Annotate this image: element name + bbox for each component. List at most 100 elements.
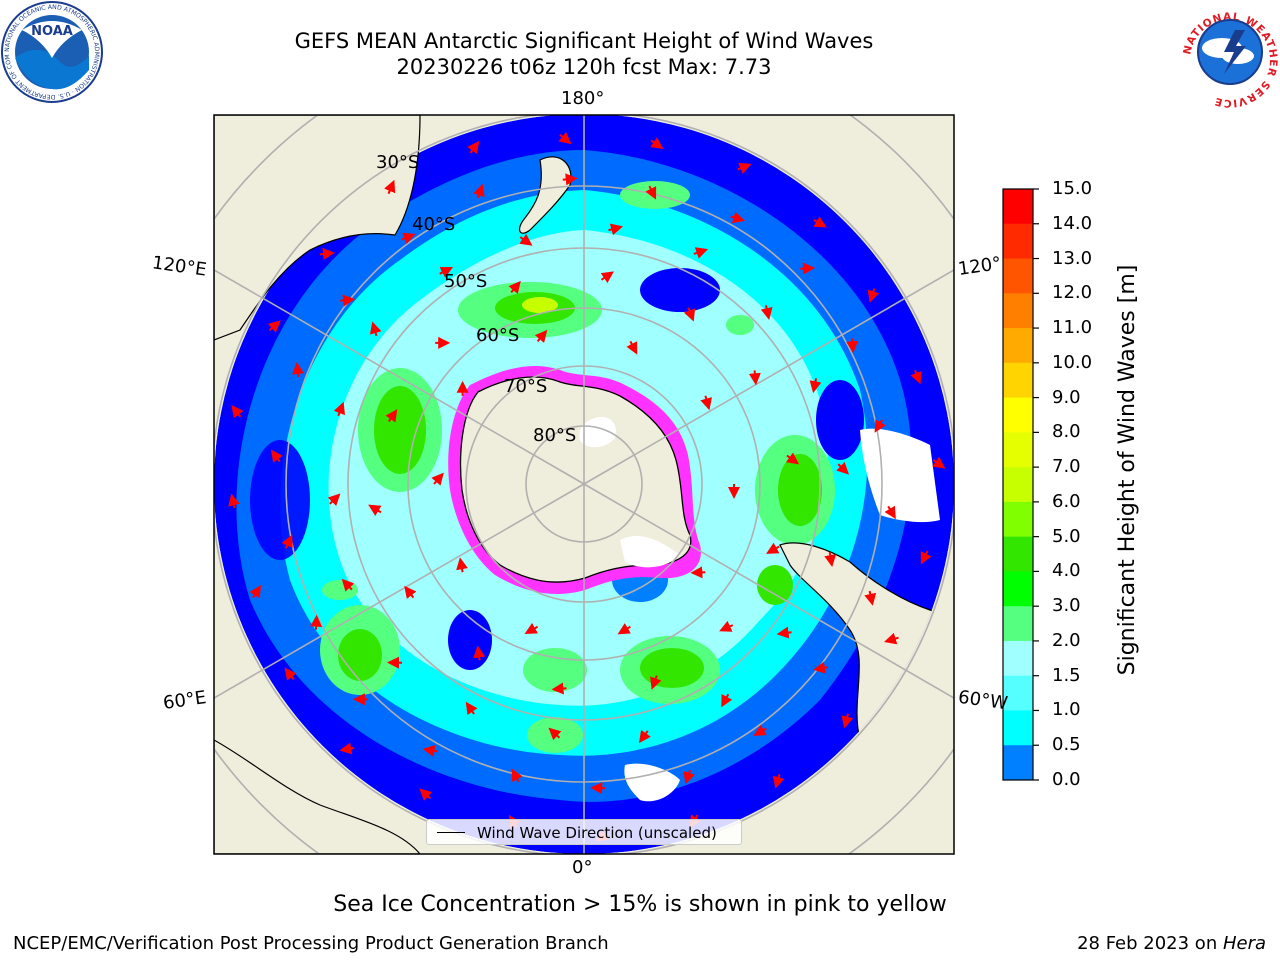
- wave-direction-arrow: [267, 320, 281, 333]
- lat-label-60s: 60°S: [476, 325, 520, 346]
- wave-direction-arrow: [730, 211, 746, 224]
- wave-direction-arrow: [508, 280, 521, 294]
- wave-direction-arrow: [700, 395, 712, 411]
- colorbar-segment: [1003, 258, 1033, 294]
- colorbar-tick-label: 7.0: [1052, 456, 1081, 478]
- colorbar-segment: [1003, 710, 1033, 746]
- footer-credit: NCEP/EMC/Verification Post Processing Pr…: [13, 933, 609, 954]
- chart-title-line1: GEFS MEAN Antarctic Significant Height o…: [294, 29, 874, 53]
- wave-direction-arrow: [519, 233, 533, 246]
- wave-direction-arrow: [339, 742, 355, 755]
- wave-direction-arrow: [419, 788, 433, 801]
- colorbar-tick-label: 1.0: [1052, 699, 1081, 721]
- wave-direction-arrow: [422, 744, 438, 757]
- wave-direction-arrow: [281, 534, 293, 549]
- wave-direction-arrow: [639, 729, 651, 744]
- wave-direction-arrow: [721, 693, 733, 708]
- wave-direction-arrow: [626, 340, 638, 355]
- colorbar-tick-label: 4.0: [1052, 560, 1081, 582]
- lon-label-0: 0°: [572, 857, 593, 878]
- wave-direction-arrow: [558, 131, 572, 145]
- wave-direction-arrow: [867, 288, 880, 303]
- colorbar-tick-label: 13.0: [1052, 247, 1093, 269]
- wave-direction-arrow: [384, 179, 396, 195]
- wave-direction-arrow: [524, 622, 539, 635]
- wave-direction-arrow: [884, 505, 896, 520]
- footer-machine: Hera: [1222, 933, 1266, 954]
- wave-direction-arrow: [319, 247, 335, 260]
- wave-direction-arrow: [404, 585, 417, 599]
- wave-direction-arrow: [292, 362, 305, 378]
- wave-direction-arrow: [439, 266, 454, 278]
- wave-direction-arrow: [920, 550, 932, 565]
- nws-logo-icon: NATIONAL WEATHER SERVICE: [1178, 0, 1280, 109]
- lat-label-50s: 50°S: [444, 271, 488, 292]
- colorbar-segment: [1003, 467, 1033, 503]
- map-legend: Wind Wave Direction (unscaled): [426, 819, 742, 845]
- wave-direction-arrow: [813, 661, 828, 674]
- wave-direction-arrow: [456, 557, 468, 573]
- wave-direction-arrow: [511, 768, 523, 783]
- colorbar-tick-label: 0.0: [1052, 769, 1081, 790]
- colorbar-tick-label: 15.0: [1052, 178, 1093, 199]
- colorbar-segment: [1003, 501, 1033, 538]
- colorbar-segment: [1003, 397, 1033, 433]
- colorbar-segment: [1003, 675, 1033, 711]
- wave-direction-arrow: [534, 329, 548, 343]
- wave-direction-arrow: [737, 162, 752, 174]
- wave-direction-arrow: [368, 504, 382, 516]
- wave-direction-arrow: [766, 542, 780, 554]
- colorbar-tick-label: 9.0: [1052, 386, 1081, 408]
- wave-direction-arrow: [385, 409, 398, 423]
- sea-ice-caption: Sea Ice Concentration > 15% is shown in …: [333, 892, 947, 917]
- wave-direction-arrow: [562, 173, 578, 186]
- colorbar-segment: [1003, 536, 1033, 572]
- wave-direction-arrow: [340, 294, 356, 307]
- colorbar-tick-label: 0.5: [1052, 734, 1081, 756]
- wave-direction-arrow: [473, 183, 485, 199]
- map-frame: [213, 114, 955, 855]
- wave-direction-arrow: [719, 620, 734, 632]
- wave-direction-arrow: [228, 493, 240, 509]
- wave-direction-arrow: [551, 682, 567, 695]
- wave-direction-arrow: [874, 419, 886, 433]
- colorbar-tick-label: 3.0: [1052, 595, 1081, 617]
- wave-direction-arrow: [683, 769, 695, 785]
- wave-direction-arrow: [841, 713, 854, 729]
- colorbar: [1002, 188, 1039, 781]
- wave-direction-arrow: [846, 338, 859, 354]
- wave-direction-arrow: [284, 667, 297, 681]
- wave-direction-arrow: [270, 449, 283, 463]
- africa-land: [214, 739, 421, 854]
- wave-direction-arrow: [683, 307, 696, 322]
- lat-label-70s: 70°S: [504, 376, 548, 397]
- wave-direction-arrow: [249, 585, 262, 599]
- wave-direction-arrow: [932, 456, 946, 469]
- colorbar-tick-label: 8.0: [1052, 421, 1081, 443]
- wave-direction-arrow: [650, 675, 662, 690]
- wave-direction-arrow: [369, 321, 382, 337]
- wave-direction-arrow: [401, 232, 416, 244]
- lat-label-40s: 40°S: [412, 214, 456, 235]
- colorbar-segment: [1003, 432, 1033, 468]
- wave-direction-arrow: [231, 405, 244, 419]
- legend-label: Wind Wave Direction (unscaled): [477, 824, 717, 842]
- lat-label-30s: 30°S: [376, 152, 420, 173]
- wave-direction-arrow: [608, 223, 624, 236]
- wave-direction-arrow: [600, 271, 614, 284]
- wave-direction-arrow: [864, 590, 877, 606]
- graticule-lines: [214, 115, 954, 854]
- wave-direction-arrow: [776, 626, 792, 639]
- footer-date-text: 28 Feb 2023 on: [1077, 933, 1223, 954]
- colorbar-segment: [1003, 293, 1033, 329]
- wave-direction-arrow: [333, 401, 345, 417]
- wave-direction-arrow: [748, 370, 761, 386]
- wave-direction-arrow: [645, 185, 657, 200]
- wave-direction-arrow: [465, 701, 478, 716]
- colorbar-segment: [1003, 328, 1033, 364]
- colorbar-segment: [1003, 189, 1033, 225]
- colorbar-tick-label: 11.0: [1052, 317, 1093, 339]
- wave-direction-arrow: [650, 137, 664, 150]
- colorbar-tick-label: 2.0: [1052, 629, 1081, 651]
